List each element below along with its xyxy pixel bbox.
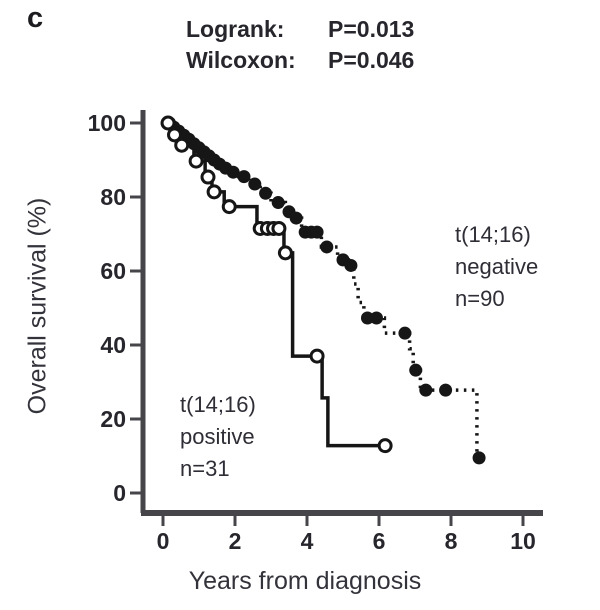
censored-marker-t-14-16-positive xyxy=(167,127,183,143)
event-marker-t-14-16-negative xyxy=(472,451,486,465)
event-marker-t-14-16-negative xyxy=(439,383,453,397)
positive-label-line2: positive xyxy=(180,424,255,449)
logrank-row: Logrank: P=0.013 xyxy=(186,14,414,45)
censored-marker-t-14-16-positive xyxy=(160,115,176,131)
censored-marker-t-14-16-positive xyxy=(377,438,393,454)
censored-marker-t-14-16-positive xyxy=(188,153,204,169)
positive-label-line1: t(14;16) xyxy=(180,392,256,417)
censored-marker-t-14-16-positive xyxy=(277,245,293,261)
censored-marker-t-14-16-positive xyxy=(206,184,222,200)
censored-marker-t-14-16-positive xyxy=(174,137,190,153)
x-axis-title: Years from diagnosis xyxy=(188,567,422,595)
negative-label-line1: t(14;16) xyxy=(455,222,531,247)
event-marker-t-14-16-negative xyxy=(344,258,358,272)
event-marker-t-14-16-negative xyxy=(237,170,251,184)
y-axis-title: Overall survival (%) xyxy=(23,197,52,415)
event-marker-t-14-16-negative xyxy=(419,383,433,397)
wilcoxon-row: Wilcoxon: P=0.046 xyxy=(186,45,414,76)
x-tick-label: 2 xyxy=(229,528,242,554)
event-marker-t-14-16-negative xyxy=(409,363,423,377)
logrank-label: Logrank: xyxy=(186,16,285,42)
y-tick-label: 60 xyxy=(100,258,126,284)
censored-marker-t-14-16-positive xyxy=(221,199,237,215)
positive-label-line3: n=31 xyxy=(180,456,230,481)
x-tick-label: 4 xyxy=(301,528,314,554)
panel-label: c xyxy=(27,2,44,34)
event-marker-t-14-16-negative xyxy=(320,240,334,254)
event-marker-t-14-16-negative xyxy=(360,311,374,325)
y-tick-label: 20 xyxy=(100,406,126,432)
y-tick-label: 100 xyxy=(88,110,126,136)
wilcoxon-label: Wilcoxon: xyxy=(186,47,296,73)
event-marker-t-14-16-negative xyxy=(310,225,324,239)
event-marker-t-14-16-negative xyxy=(271,196,285,210)
event-marker-t-14-16-negative xyxy=(289,211,303,225)
logrank-pvalue: P=0.013 xyxy=(328,16,415,42)
x-tick-label: 6 xyxy=(373,528,386,554)
event-marker-t-14-16-negative xyxy=(398,326,412,340)
negative-label-line3: n=90 xyxy=(455,286,505,311)
censored-marker-t-14-16-positive xyxy=(200,169,216,185)
y-tick-label: 40 xyxy=(100,332,126,358)
event-marker-t-14-16-negative xyxy=(369,311,383,325)
x-tick-label: 8 xyxy=(445,528,458,554)
x-tick-label: 0 xyxy=(157,528,170,554)
series-label-negative: t(14;16) negative n=90 xyxy=(455,219,538,315)
x-tick-label: 10 xyxy=(510,528,536,554)
y-tick-label: 80 xyxy=(100,184,126,210)
event-marker-t-14-16-negative xyxy=(248,177,262,191)
event-marker-t-14-16-negative xyxy=(226,165,240,179)
series-label-positive: t(14;16) positive n=31 xyxy=(180,389,256,485)
censored-marker-t-14-16-positive xyxy=(271,220,287,236)
wilcoxon-pvalue: P=0.046 xyxy=(328,47,415,73)
stats-title: Logrank: P=0.013 Wilcoxon: P=0.046 xyxy=(186,14,414,76)
negative-label-line2: negative xyxy=(455,254,539,279)
censored-marker-t-14-16-positive xyxy=(309,348,325,364)
event-marker-t-14-16-negative xyxy=(259,186,273,200)
y-tick-label: 0 xyxy=(113,480,126,506)
